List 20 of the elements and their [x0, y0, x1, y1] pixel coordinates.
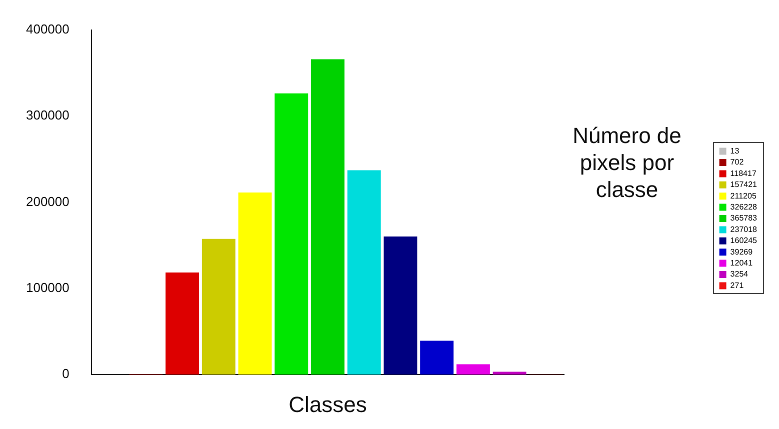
legend-label: 3254	[730, 270, 749, 279]
y-tick-label: 100000	[26, 280, 70, 295]
legend-label: 702	[730, 158, 744, 167]
legend-label: 12041	[730, 258, 754, 268]
legend-label: 13	[730, 146, 740, 156]
y-tick-label: 0	[62, 366, 70, 382]
y-tick-label: 400000	[26, 21, 70, 36]
legend-label: 365783	[730, 214, 758, 223]
legend-label: 157421	[730, 180, 758, 190]
legend-label: 271	[730, 280, 744, 290]
y-tick-label: 200000	[26, 194, 70, 209]
text: Número de pixels por classe	[572, 122, 682, 203]
y-tick-label: 300000	[26, 108, 70, 123]
legend-label: 118417	[730, 168, 757, 178]
legend-label: 326228	[730, 202, 758, 212]
x-axis-title: Classes	[288, 392, 367, 417]
legend-label: 237018	[730, 224, 758, 234]
legend-label: 160245	[730, 236, 758, 246]
legend-label: 39269	[730, 247, 754, 256]
legend-label: 211205	[730, 191, 757, 200]
